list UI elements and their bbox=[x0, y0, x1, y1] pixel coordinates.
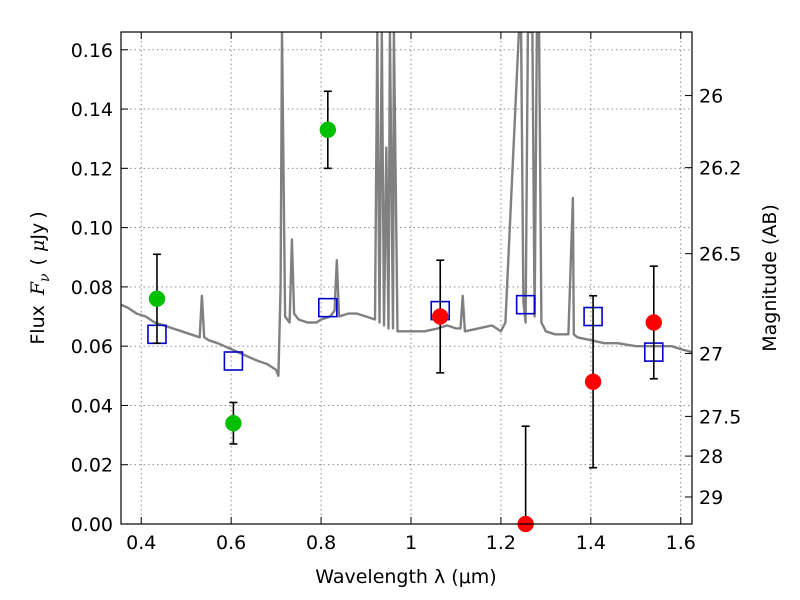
y2-tick-label: 27.5 bbox=[699, 406, 741, 428]
x-tick-label: 0.8 bbox=[306, 532, 336, 554]
plot-area bbox=[121, 32, 692, 377]
green-data-point bbox=[148, 290, 166, 307]
y-tick-label: 0.16 bbox=[71, 40, 113, 62]
y2-tick-label: 26.2 bbox=[699, 158, 741, 180]
x-tick-label: 1 bbox=[405, 532, 417, 554]
y-tick-label: 0.06 bbox=[71, 336, 113, 358]
y2-axis-label: Magnitude (AB) bbox=[759, 204, 781, 352]
x-axis-label: Wavelength λ (μm) bbox=[315, 566, 496, 588]
red-data-point bbox=[645, 314, 663, 331]
y-axis-label: FluxFν(μJy) bbox=[27, 211, 53, 344]
y2-tick-label: 26.5 bbox=[699, 244, 741, 266]
green-data-point bbox=[319, 121, 337, 139]
y-tick-label: 0.00 bbox=[71, 514, 113, 536]
model-square-point bbox=[318, 297, 338, 318]
ticks: 0.4 0.6 0.8 1 1.2 1.4 1.6 0.00 0.02 0.04 0.06 0.08 0… bbox=[71, 32, 741, 554]
axes-frame bbox=[120, 31, 693, 525]
red-data-point bbox=[584, 373, 602, 390]
x-tick-label: 1.2 bbox=[486, 532, 516, 554]
marker-layer bbox=[147, 90, 664, 533]
y2-tick-label: 28 bbox=[699, 446, 723, 468]
x-tick-label: 1.4 bbox=[576, 532, 606, 554]
x-tick-label: 1.6 bbox=[666, 532, 696, 554]
model-square-point bbox=[515, 294, 536, 315]
red-data-point bbox=[431, 308, 449, 325]
y-tick-label: 0.02 bbox=[71, 455, 113, 477]
y2-tick-label: 26 bbox=[699, 86, 723, 108]
y-tick-label: 0.14 bbox=[71, 99, 113, 121]
y-tick-label: 0.12 bbox=[71, 158, 113, 180]
y-tick-label: 0.08 bbox=[71, 277, 113, 299]
model-square-point bbox=[223, 351, 244, 371]
x-tick-label: 0.6 bbox=[216, 532, 246, 554]
green-data-point bbox=[225, 414, 242, 432]
y-tick-label: 0.04 bbox=[71, 395, 113, 417]
y2-tick-label: 29 bbox=[699, 487, 723, 509]
y-tick-label: 0.10 bbox=[71, 218, 113, 240]
x-tick-label: 0.4 bbox=[126, 532, 156, 554]
grid bbox=[121, 32, 692, 525]
spectrum-line bbox=[121, 32, 692, 377]
y2-tick-label: 27 bbox=[699, 343, 723, 365]
